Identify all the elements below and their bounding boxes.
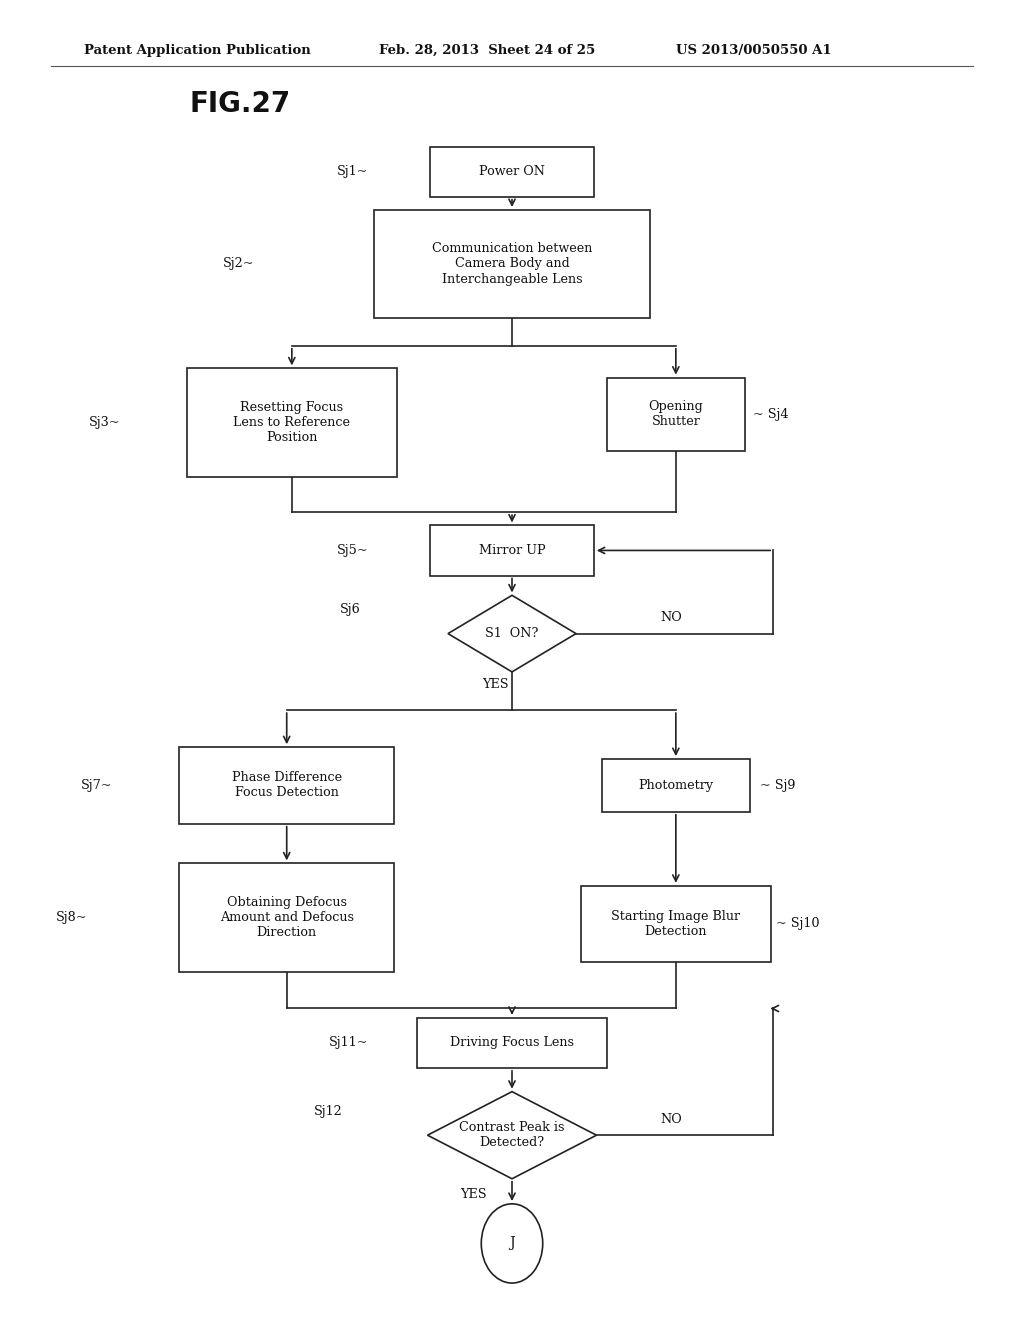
Circle shape <box>481 1204 543 1283</box>
Text: Sj7~: Sj7~ <box>81 779 113 792</box>
Text: ~ Sj9: ~ Sj9 <box>760 779 796 792</box>
Text: Sj8~: Sj8~ <box>55 911 87 924</box>
Text: Feb. 28, 2013  Sheet 24 of 25: Feb. 28, 2013 Sheet 24 of 25 <box>379 44 595 57</box>
FancyBboxPatch shape <box>179 863 394 972</box>
Text: US 2013/0050550 A1: US 2013/0050550 A1 <box>676 44 831 57</box>
Text: Communication between
Camera Body and
Interchangeable Lens: Communication between Camera Body and In… <box>432 243 592 285</box>
Text: Obtaining Defocus
Amount and Defocus
Direction: Obtaining Defocus Amount and Defocus Dir… <box>220 896 353 939</box>
Text: NO: NO <box>660 1113 682 1126</box>
Text: YES: YES <box>460 1188 486 1201</box>
FancyBboxPatch shape <box>374 210 650 318</box>
FancyBboxPatch shape <box>179 747 394 824</box>
Text: Resetting Focus
Lens to Reference
Position: Resetting Focus Lens to Reference Positi… <box>233 401 350 444</box>
Text: S1  ON?: S1 ON? <box>485 627 539 640</box>
FancyBboxPatch shape <box>186 368 396 477</box>
Text: Sj5~: Sj5~ <box>337 544 369 557</box>
Text: Sj6: Sj6 <box>340 603 360 616</box>
Text: NO: NO <box>660 611 682 624</box>
FancyBboxPatch shape <box>602 759 750 812</box>
Text: YES: YES <box>482 678 509 692</box>
Text: J: J <box>509 1237 515 1250</box>
Text: Driving Focus Lens: Driving Focus Lens <box>450 1036 574 1049</box>
Text: ~ Sj10: ~ Sj10 <box>776 917 819 931</box>
Text: Sj11~: Sj11~ <box>330 1036 369 1049</box>
Text: Sj3~: Sj3~ <box>89 416 121 429</box>
FancyBboxPatch shape <box>418 1018 606 1068</box>
Text: Sj2~: Sj2~ <box>222 257 254 271</box>
FancyBboxPatch shape <box>606 378 745 451</box>
Text: Power ON: Power ON <box>479 165 545 178</box>
Text: ~ Sj4: ~ Sj4 <box>753 408 788 421</box>
FancyBboxPatch shape <box>430 147 594 197</box>
Text: Patent Application Publication: Patent Application Publication <box>84 44 310 57</box>
Polygon shape <box>428 1092 596 1179</box>
Text: Starting Image Blur
Detection: Starting Image Blur Detection <box>611 909 740 939</box>
Text: Photometry: Photometry <box>638 779 714 792</box>
Text: Opening
Shutter: Opening Shutter <box>648 400 703 429</box>
Text: Mirror UP: Mirror UP <box>478 544 546 557</box>
Text: Phase Difference
Focus Detection: Phase Difference Focus Detection <box>231 771 342 800</box>
FancyBboxPatch shape <box>582 886 770 962</box>
Text: Contrast Peak is
Detected?: Contrast Peak is Detected? <box>459 1121 565 1150</box>
Text: Sj12: Sj12 <box>314 1105 343 1118</box>
Polygon shape <box>449 595 575 672</box>
Text: Sj1~: Sj1~ <box>337 165 369 178</box>
FancyBboxPatch shape <box>430 525 594 576</box>
Text: FIG.27: FIG.27 <box>189 90 291 117</box>
